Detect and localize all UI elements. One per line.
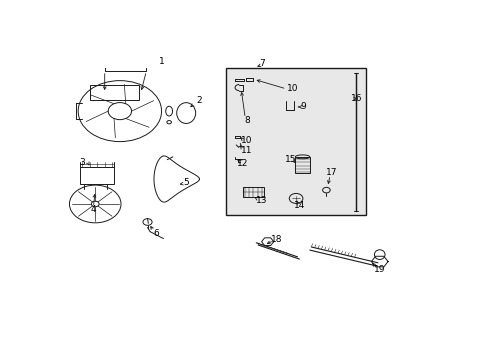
Bar: [243, 186, 264, 197]
Text: 2: 2: [196, 96, 202, 105]
Bar: [89, 85, 139, 100]
Text: 19: 19: [373, 265, 385, 274]
Text: 7: 7: [259, 59, 264, 68]
Text: 4: 4: [90, 205, 96, 214]
Text: 17: 17: [325, 168, 337, 177]
Text: 16: 16: [350, 94, 362, 103]
Bar: [295, 157, 309, 174]
Circle shape: [166, 121, 171, 124]
Text: 11: 11: [241, 146, 252, 155]
Text: 6: 6: [153, 229, 159, 238]
Text: 1: 1: [158, 57, 164, 66]
Text: 12: 12: [237, 159, 248, 168]
Text: 9: 9: [300, 103, 306, 112]
Text: 18: 18: [271, 235, 283, 244]
Text: 10: 10: [286, 85, 298, 94]
Text: 8: 8: [244, 116, 249, 125]
Text: 5: 5: [183, 178, 189, 187]
Text: 15: 15: [284, 155, 296, 164]
Text: 14: 14: [294, 201, 305, 210]
Text: 3: 3: [79, 158, 85, 167]
Text: 10: 10: [241, 136, 252, 145]
Text: 13: 13: [256, 196, 267, 205]
Bar: [80, 167, 114, 184]
Bar: [225, 68, 366, 215]
